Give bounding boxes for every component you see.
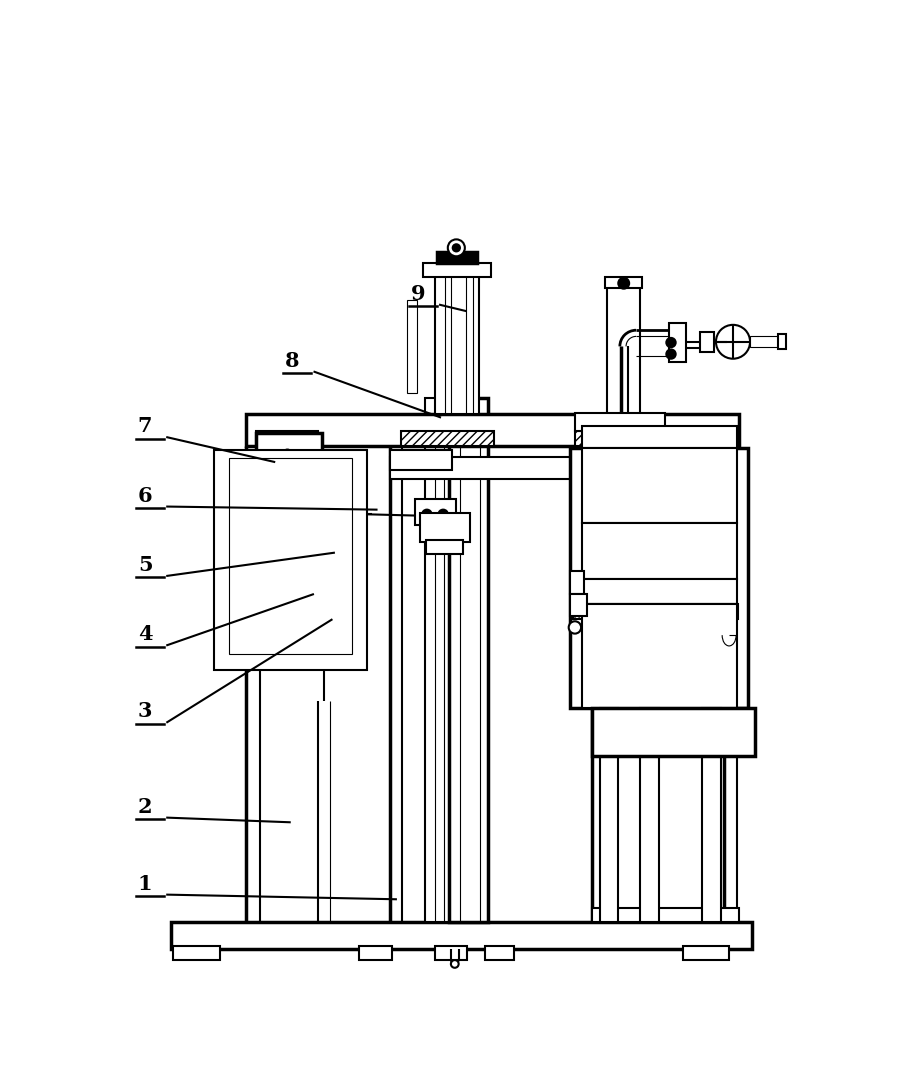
Bar bbox=[573, 604, 737, 619]
Circle shape bbox=[283, 449, 292, 459]
Bar bbox=[229, 458, 351, 654]
Bar bbox=[582, 523, 736, 579]
Text: 6: 6 bbox=[137, 486, 153, 506]
Bar bbox=[591, 708, 754, 756]
Circle shape bbox=[618, 278, 628, 289]
Text: 1: 1 bbox=[137, 874, 153, 894]
Bar bbox=[591, 908, 739, 921]
Bar bbox=[702, 707, 720, 921]
Circle shape bbox=[447, 240, 464, 256]
Bar bbox=[424, 398, 457, 921]
Bar bbox=[217, 493, 224, 510]
Circle shape bbox=[438, 510, 447, 519]
Bar bbox=[777, 334, 785, 350]
Bar bbox=[423, 522, 455, 536]
Bar bbox=[582, 579, 736, 604]
Bar bbox=[407, 300, 416, 392]
Bar bbox=[574, 432, 658, 447]
Circle shape bbox=[452, 243, 461, 253]
Circle shape bbox=[451, 960, 458, 968]
Bar bbox=[582, 604, 736, 708]
Bar bbox=[669, 324, 685, 362]
Bar bbox=[171, 921, 751, 948]
Bar bbox=[574, 413, 664, 432]
Circle shape bbox=[568, 621, 581, 633]
Bar bbox=[485, 946, 514, 960]
Bar bbox=[241, 494, 247, 508]
Bar bbox=[401, 432, 494, 447]
Bar bbox=[390, 449, 452, 470]
Bar bbox=[219, 475, 256, 484]
Circle shape bbox=[666, 338, 675, 348]
Bar bbox=[390, 458, 739, 479]
Text: 4: 4 bbox=[137, 625, 153, 644]
Bar bbox=[414, 499, 455, 525]
Bar bbox=[570, 448, 748, 708]
Bar bbox=[419, 512, 469, 542]
Bar bbox=[570, 571, 583, 594]
Bar bbox=[604, 277, 642, 288]
Circle shape bbox=[422, 510, 431, 519]
Circle shape bbox=[666, 350, 675, 359]
Bar bbox=[311, 572, 336, 582]
Bar bbox=[436, 253, 477, 264]
Bar bbox=[570, 594, 587, 616]
Bar bbox=[435, 276, 479, 414]
Bar bbox=[591, 429, 626, 447]
Bar bbox=[749, 337, 778, 348]
Text: 7: 7 bbox=[137, 416, 152, 436]
Bar bbox=[639, 707, 658, 921]
Bar bbox=[582, 448, 736, 523]
Bar bbox=[449, 398, 488, 921]
Bar bbox=[256, 432, 318, 447]
Circle shape bbox=[283, 467, 292, 475]
Bar bbox=[599, 707, 618, 921]
Text: 8: 8 bbox=[284, 351, 299, 371]
Bar bbox=[607, 287, 639, 415]
Bar bbox=[310, 556, 327, 562]
Bar bbox=[582, 426, 736, 448]
Text: 2: 2 bbox=[137, 797, 153, 816]
Circle shape bbox=[283, 459, 292, 468]
Bar bbox=[295, 475, 322, 516]
Bar bbox=[434, 946, 467, 960]
Bar bbox=[314, 504, 332, 525]
Bar bbox=[425, 541, 463, 555]
Bar bbox=[256, 433, 321, 477]
Bar bbox=[246, 414, 739, 447]
Bar bbox=[312, 516, 323, 557]
Text: 5: 5 bbox=[137, 555, 153, 576]
Bar bbox=[213, 450, 367, 669]
Bar bbox=[423, 264, 490, 277]
Bar bbox=[233, 479, 242, 525]
Text: 9: 9 bbox=[410, 284, 424, 304]
Bar bbox=[308, 582, 339, 593]
Bar bbox=[359, 946, 392, 960]
Bar bbox=[173, 946, 219, 960]
Bar bbox=[700, 331, 713, 352]
Text: 3: 3 bbox=[137, 701, 152, 722]
Bar bbox=[682, 946, 729, 960]
